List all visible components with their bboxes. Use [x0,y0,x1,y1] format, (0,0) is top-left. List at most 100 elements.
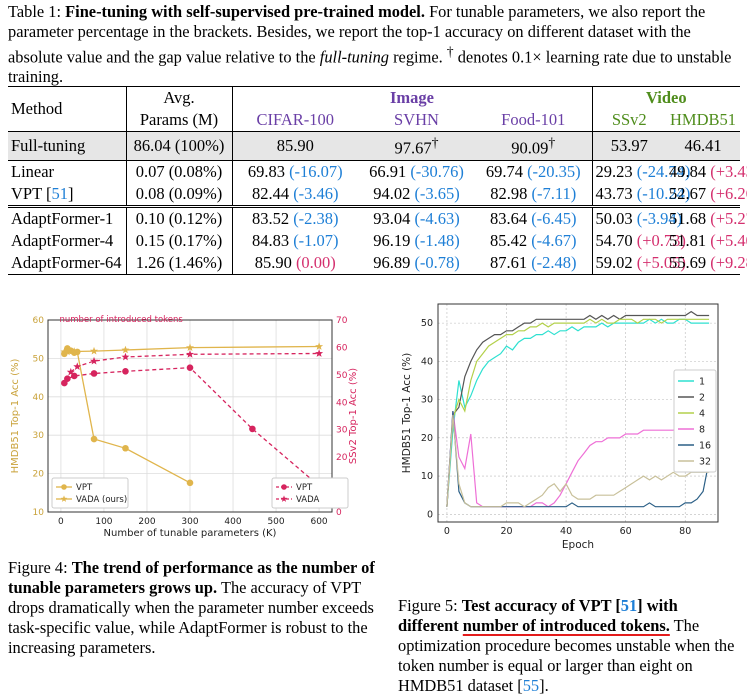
value: 29.23 [595,161,633,181]
ssv2-cell: 59.02 (+5.05) [592,252,686,275]
series-line [446,414,710,508]
table-caption-italic: full-tuning [319,47,389,67]
annotation-text: number of introduced tokens [59,315,183,325]
legend-label: 32 [699,457,711,468]
figure5-caption: Figure 5: Test accuracy of VPT [51] with… [398,596,740,696]
legend-marker [61,484,67,490]
data-point [90,346,98,355]
x-tick-label: 200 [138,517,155,527]
data-point [122,367,129,375]
value: 46.41 [684,135,722,155]
food-cell: 90.09† [475,131,593,160]
y-tick-label: 40 [33,393,45,403]
legend-label: VPT [296,483,313,493]
y-axis-label: HMDB51 Top-1 Acc (%) [401,353,413,474]
legend: VPT VADA [271,477,349,509]
value: 84.83 [251,230,290,250]
method-cell: VPT [51] [8,182,127,206]
results-table: Method Avg. Image Video Params (M) CIFAR… [8,86,747,275]
food-cell: 82.98 (-7.11) [475,182,593,206]
y-tick-label: 40 [421,356,433,367]
series-line [446,318,710,507]
y-tick-label: 20 [421,433,433,444]
legend-label: 4 [699,409,705,420]
header-ssv2: SSv2 [611,110,647,129]
y2-tick-label: 30 [336,426,348,436]
data-point [63,347,72,356]
figure4-text: The accuracy of VPT drops dramatically w… [8,578,374,657]
gap-value: (-24.74) [636,161,691,181]
citation-link[interactable]: 51 [620,596,638,615]
header-video-group: Video [645,88,687,107]
y2-tick-label: 40 [336,398,348,408]
value: 82.98 [490,183,528,203]
table-caption-text: For tunable parameters, we also report t… [8,2,706,67]
figure4-label: Figure 4: [8,558,72,577]
figure4-title: The trend of performance as the number o… [8,558,375,597]
figure4-caption: Figure 4: The trend of performance as th… [8,558,380,658]
data-point [121,345,130,354]
value: 59.02 [595,252,633,272]
x-tick-label: 600 [310,517,327,527]
series-line [70,352,320,373]
gap-value: (+5.05) [636,252,686,272]
value: 85.90 [276,135,314,155]
y-tick-label: 30 [421,395,433,406]
hmdb-cell: 52.67 (+6.26) [666,183,747,207]
table-row: AdaptFormer-1 0.10 (0.12%) 83.52 (-2.38)… [8,206,747,230]
data-point [70,347,79,355]
method-cell: AdaptFormer-1 [8,206,127,230]
cifar-cell: 82.44 (-3.46) [232,183,358,207]
underlined-phrase: number of introduced tokens. [462,616,670,635]
y2-axis-label: SSv2 Top-1 Acc (%) [348,368,359,464]
citation-link[interactable]: 51 [51,183,69,203]
y-axis-label: HMDB51 Top-1 Acc (%) [10,359,21,474]
value: 85.90 [254,252,292,272]
figure5-text-2: ]. [539,676,549,695]
y-tick-label: 50 [421,318,433,329]
value: 43.73 [595,183,633,203]
hmdb-cell: 55.69 (+9.28) [666,252,747,275]
method-cell: AdaptFormer-64 [8,251,127,274]
value: 93.04 [373,208,411,228]
x-tick-label: 0 [58,517,64,527]
hmdb-cell: 46.41 [666,131,741,160]
value: 82.44 [251,183,290,203]
hmdb-cell: 51.68 (+5.27) [666,206,747,230]
legend-label: 1 [699,377,705,388]
y-tick-label: 10 [421,471,433,482]
y2-tick-label: 50 [336,371,348,381]
value: 90.09 [511,138,549,158]
legend-box [271,477,349,509]
ssv2-cell: 53.97 [592,131,666,160]
legend-label: 8 [699,425,705,436]
gap-value: (0.00) [295,252,336,272]
data-point [90,356,98,365]
citation-link[interactable]: 55 [522,676,540,695]
legend-label: 2 [699,393,705,404]
value: 96.89 [373,252,411,272]
hmdb-cell: 51.81 (+5.40) [666,230,747,252]
plot-frame [47,319,333,513]
gap-value: (-6.45) [531,208,577,228]
value: 83.52 [251,208,290,228]
value: 50.03 [595,208,633,228]
y-tick-label: 50 [33,354,45,364]
table-caption-text-2: regime. [388,47,447,67]
table-caption: Table 1: Fine-tuning with self-supervise… [8,2,740,87]
gap-value: (-7.11) [531,183,577,203]
figure5-title: Test accuracy of VPT [ [461,596,621,615]
x-axis-label: Epoch [562,539,594,551]
x-tick-label: 80 [679,526,691,537]
value: 55.69 [669,252,707,272]
legend-label: VADA (ours) [76,495,127,505]
data-point [315,342,324,350]
figure4-chart: 0100200300400500600102030405060010203040… [10,315,359,539]
y-tick-label: 20 [33,470,45,480]
gap-value: (-16.07) [289,161,343,181]
dagger-symbol: † [431,135,439,150]
data-point [73,362,82,370]
method-cell: Full-tuning [8,131,127,160]
food-cell: 83.64 (-6.45) [475,206,593,230]
value: 53.97 [610,135,648,155]
